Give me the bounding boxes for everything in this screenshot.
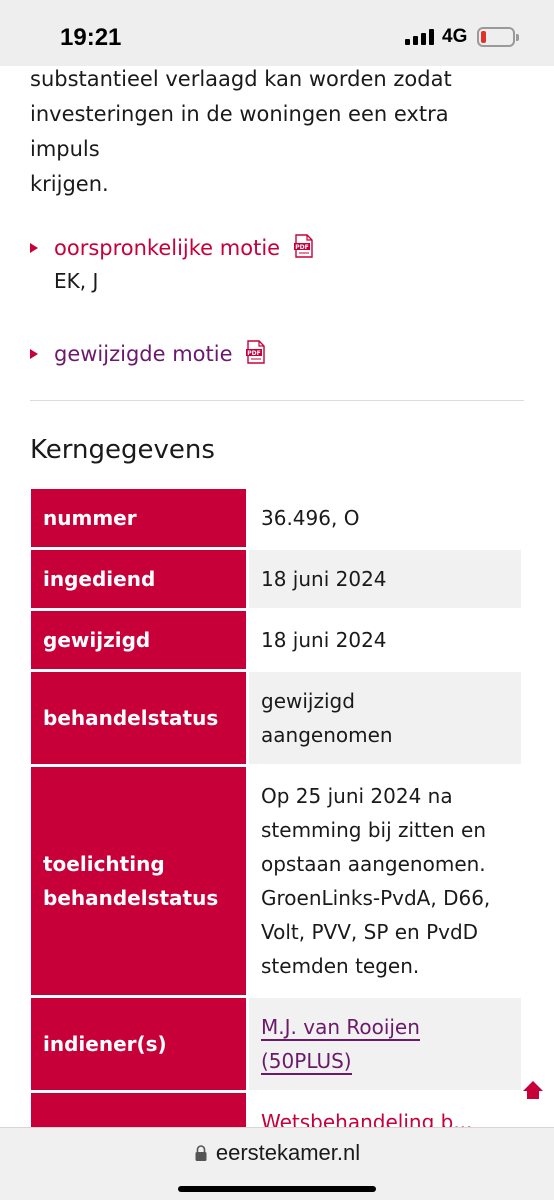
row-value: Op 25 juni 2024 na stemming bij zitten e… [249, 767, 521, 995]
value-line: stemming bij zitten en [261, 818, 487, 842]
page-content: substantieel verlaagd kan worden zodat i… [30, 66, 524, 1154]
value-line: opstaan aangenomen. [261, 852, 486, 876]
network-label: 4G [442, 26, 468, 47]
table-row: indiener(s) M.J. van Rooijen (50PLUS) [31, 998, 521, 1090]
intro-line: investeringen in de woningen een extra i… [30, 102, 449, 161]
intro-paragraph: substantieel verlaagd kan worden zodat i… [30, 62, 524, 202]
table-row: behandelstatus gewijzigd aangenomen [31, 672, 521, 764]
triangle-right-icon [30, 243, 38, 253]
browser-bottom-bar: eerstekamer.nl [0, 1127, 554, 1200]
value-line: Op 25 juni 2024 na [261, 784, 453, 808]
row-value: 36.496, O [249, 489, 521, 547]
label-line: behandelstatus [43, 886, 219, 910]
row-label: ingediend [31, 550, 246, 608]
value-line: aangenomen [261, 723, 393, 747]
battery-icon [477, 27, 519, 47]
row-value: M.J. van Rooijen (50PLUS) [249, 998, 521, 1090]
row-value: 18 juni 2024 [249, 611, 521, 669]
row-label: indiener(s) [31, 998, 246, 1090]
table-row: nummer 36.496, O [31, 489, 521, 547]
submitter-link[interactable]: M.J. van Rooijen [261, 1015, 420, 1041]
row-label: gewijzigd [31, 611, 246, 669]
value-line: Volt, PVV, SP en PvdD [261, 920, 479, 944]
table-row: toelichting behandelstatus Op 25 juni 20… [31, 767, 521, 995]
svg-text:PDF: PDF [247, 350, 260, 357]
label-line: toelichting [43, 852, 165, 876]
value-line: stemden tegen. [261, 954, 420, 978]
lock-icon [194, 1142, 208, 1161]
svg-text:PDF: PDF [295, 244, 308, 251]
row-label: behandelstatus [31, 672, 246, 764]
status-bar: 19:21 4G [0, 0, 554, 66]
intro-line: substantieel verlaagd kan worden zodat [30, 67, 452, 91]
submitter-party-link[interactable]: (50PLUS) [261, 1049, 352, 1075]
status-time: 19:21 [60, 24, 122, 51]
table-row: ingediend 18 juni 2024 [31, 550, 521, 608]
value-line: gewijzigd [261, 689, 355, 713]
intro-line: krijgen. [30, 172, 109, 196]
signal-icon [405, 29, 435, 45]
section-divider [30, 400, 524, 401]
original-motion-link[interactable]: oorspronkelijke motie [54, 236, 281, 260]
triangle-right-icon [30, 349, 38, 359]
value-line: GroenLinks-PvdA, D66, [261, 886, 491, 910]
url-text[interactable]: eerstekamer.nl [215, 1140, 361, 1165]
original-motion-meta: EK, J [54, 269, 99, 293]
home-indicator[interactable] [178, 1186, 376, 1192]
kerngegevens-table: nummer 36.496, O ingediend 18 juni 2024 … [28, 486, 524, 1154]
row-value: 18 juni 2024 [249, 550, 521, 608]
pdf-icon[interactable]: PDF [293, 234, 315, 258]
address-bar[interactable]: eerstekamer.nl [0, 1140, 554, 1166]
document-item-amended: gewijzigde motie PDF [30, 338, 524, 370]
pdf-icon[interactable]: PDF [245, 340, 267, 364]
arrow-up-icon[interactable] [521, 1079, 545, 1101]
row-value: gewijzigd aangenomen [249, 672, 521, 764]
row-label: nummer [31, 489, 246, 547]
document-item-original: oorspronkelijke motie PDF [30, 232, 524, 264]
table-row: gewijzigd 18 juni 2024 [31, 611, 521, 669]
section-title: Kerngegevens [30, 435, 215, 465]
amended-motion-link[interactable]: gewijzigde motie [54, 342, 233, 366]
row-label: toelichting behandelstatus [31, 767, 246, 995]
